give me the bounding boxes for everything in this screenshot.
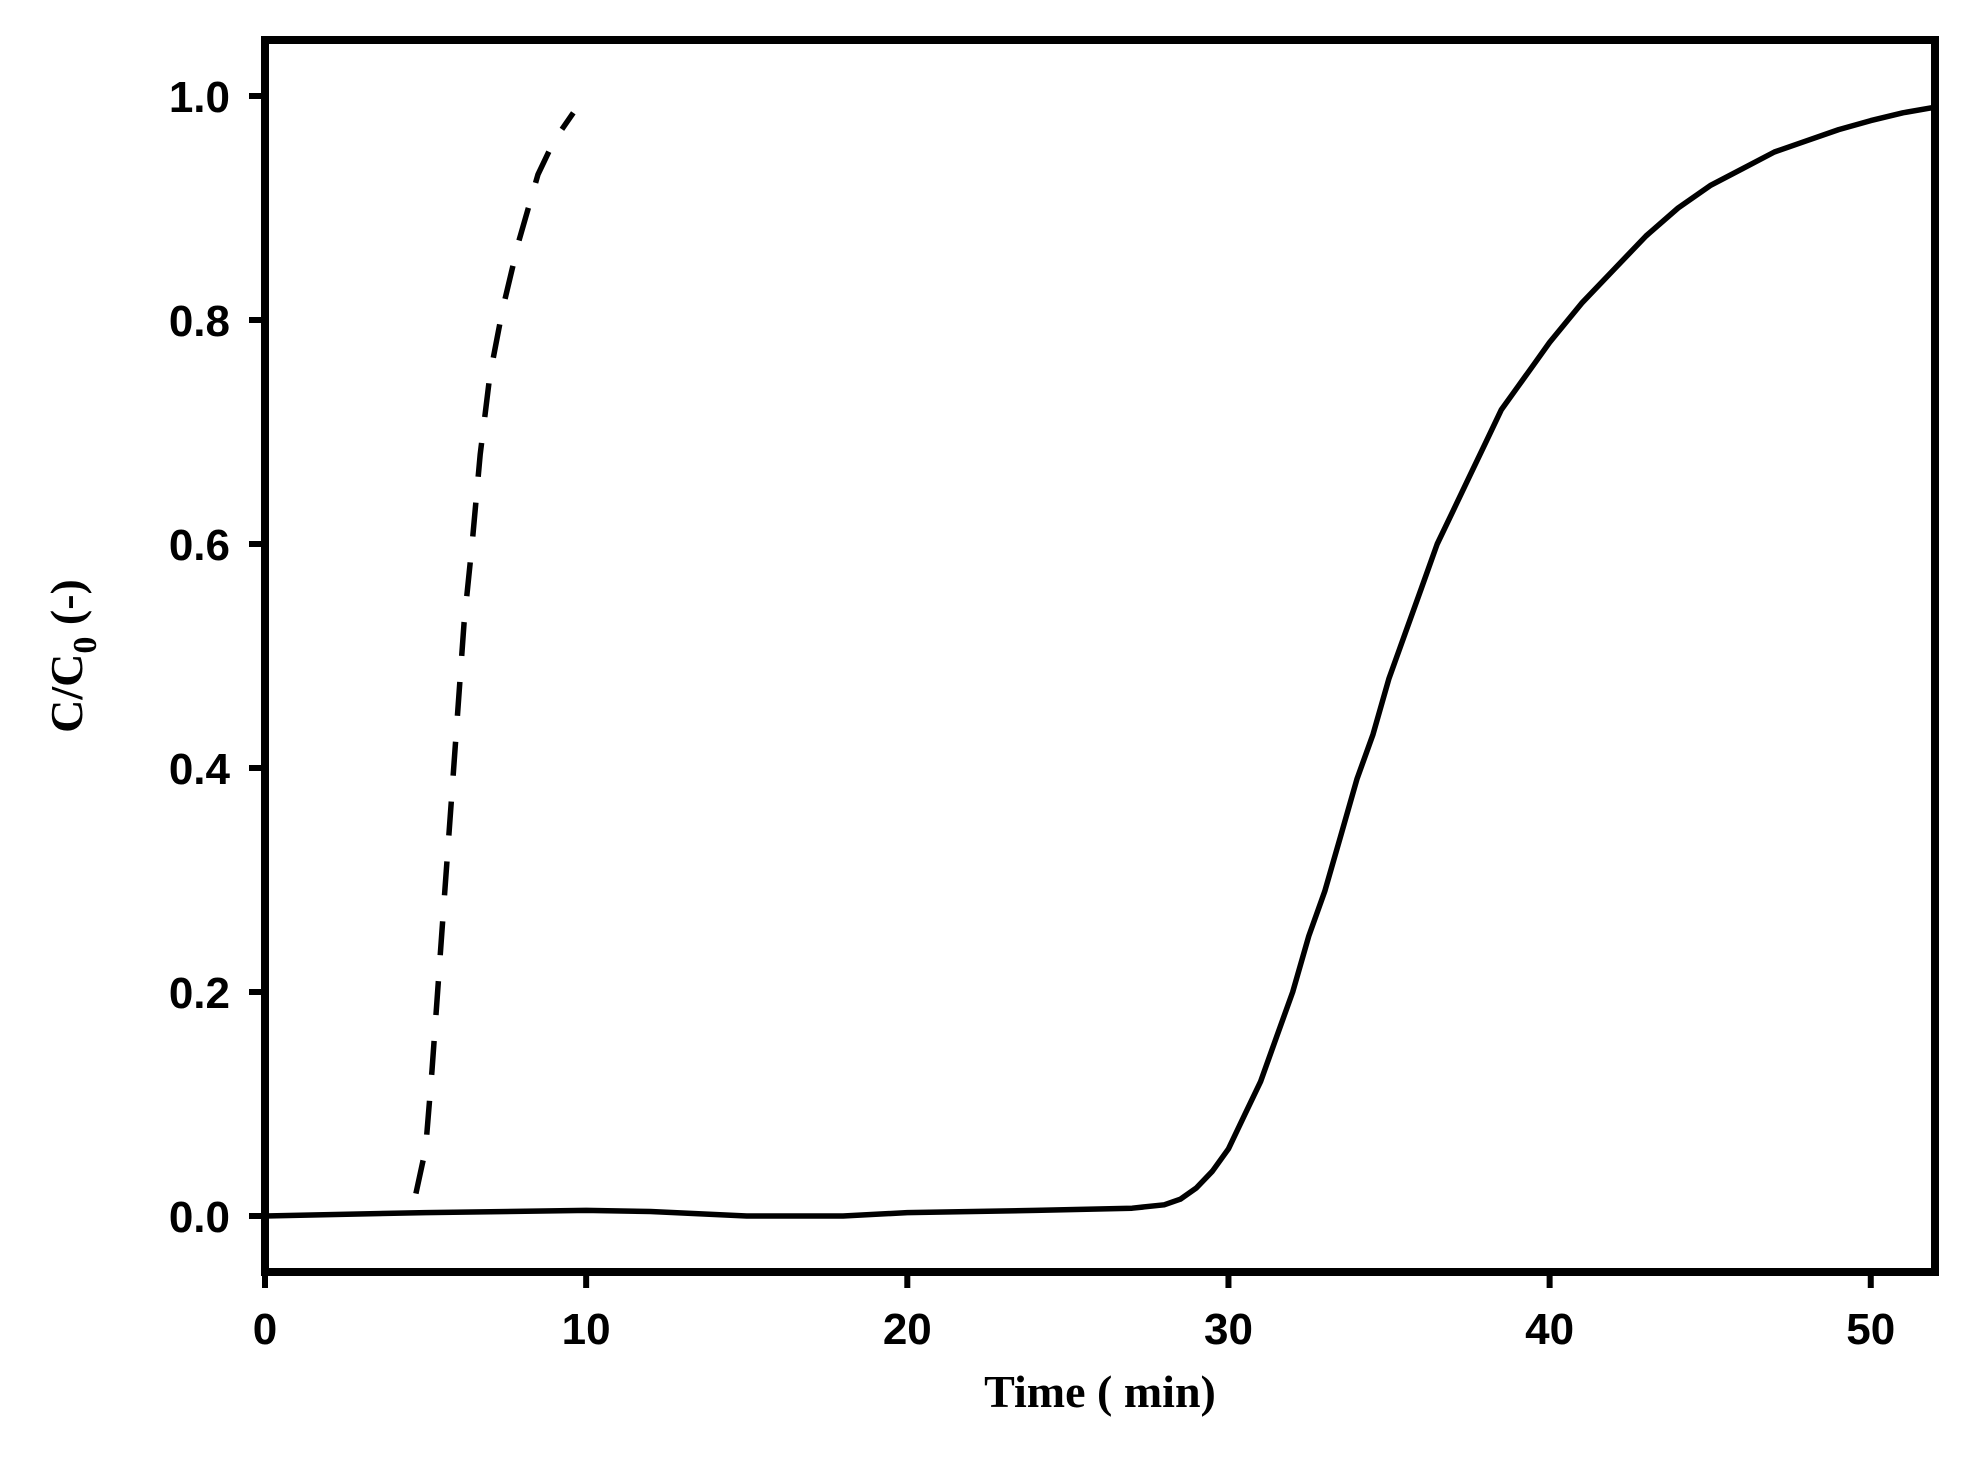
- x-tick-label: 20: [883, 1305, 932, 1354]
- y-axis: 0.0 0.2 0.4 0.6 0.8 1.0: [169, 73, 265, 1242]
- series-dashed-line: [413, 111, 576, 1195]
- y-axis-title-unit: (-): [41, 579, 92, 636]
- y-axis-title-main: C/C: [41, 654, 92, 733]
- x-tick-label: 30: [1204, 1305, 1253, 1354]
- x-axis: 0 10 20 30 40 50: [253, 1272, 1895, 1354]
- y-tick-label: 1.0: [169, 73, 230, 122]
- x-tick-label: 50: [1846, 1305, 1895, 1354]
- series-solid-line: [264, 104, 1936, 1219]
- series-layer: [264, 104, 1936, 1219]
- plot-frame: [261, 36, 1939, 1276]
- y-tick-label: 0.0: [169, 1193, 230, 1242]
- x-tick-label: 0: [253, 1305, 277, 1354]
- y-tick-label: 0.2: [169, 969, 230, 1018]
- y-tick-label: 0.8: [169, 297, 230, 346]
- y-axis-title: C/C0 (-): [41, 579, 104, 733]
- x-axis-title: Time ( min): [984, 1366, 1216, 1417]
- y-tick-label: 0.6: [169, 521, 230, 570]
- y-axis-title-subscript: 0: [67, 637, 104, 654]
- x-tick-label: 40: [1525, 1305, 1574, 1354]
- y-tick-label: 0.4: [169, 745, 231, 794]
- x-tick-label: 10: [562, 1305, 611, 1354]
